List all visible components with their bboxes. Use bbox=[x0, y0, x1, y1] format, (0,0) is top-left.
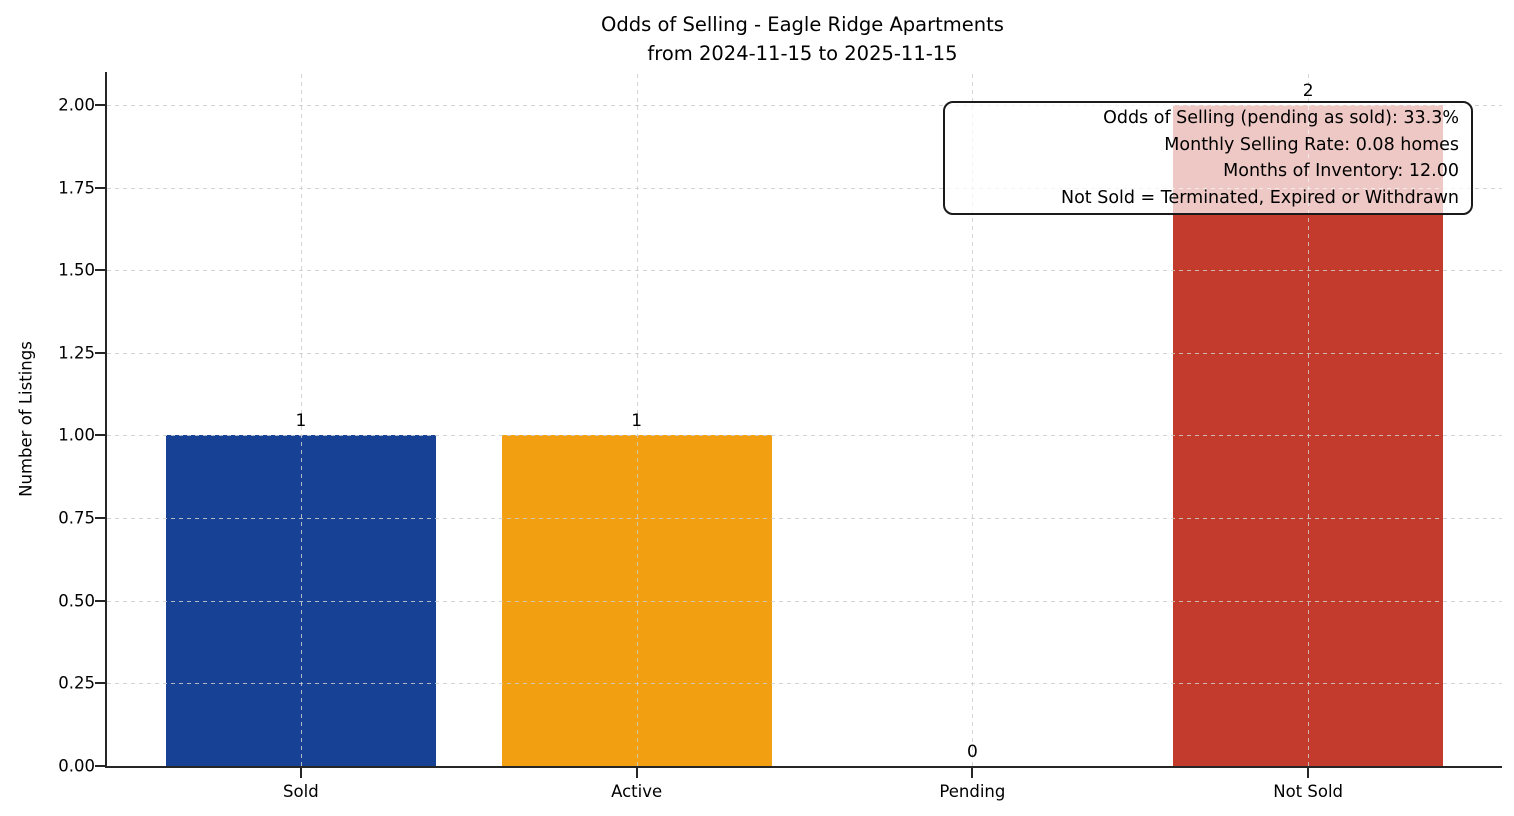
y-tick-mark bbox=[95, 352, 105, 354]
y-tick-mark bbox=[95, 434, 105, 436]
chart-title-block: Odds of Selling - Eagle Ridge Apartments… bbox=[105, 10, 1500, 68]
y-tick-label: 2.00 bbox=[58, 95, 95, 115]
y-axis-label: Number of Listings bbox=[16, 341, 36, 497]
plot-area: 0.00 0.25 0.50 0.75 1.00 1.25 1.50 1.75 2.00 1 Sol… bbox=[58, 72, 1502, 801]
y-tick-mark bbox=[95, 600, 105, 602]
x-tick-label-pending: Pending bbox=[939, 782, 1006, 801]
bar-value-label-not-sold: 2 bbox=[1302, 81, 1314, 101]
bar-value-label-active: 1 bbox=[631, 411, 643, 431]
gridline-horizontal bbox=[107, 518, 1502, 519]
y-tick-mark bbox=[95, 682, 105, 684]
annotation-line-inventory: Months of Inventory: 12.00 bbox=[1223, 161, 1459, 181]
annotation-line-monthly-rate: Monthly Selling Rate: 0.08 homes bbox=[1164, 134, 1459, 155]
chart-title: Odds of Selling - Eagle Ridge Apartments bbox=[601, 13, 1004, 36]
gridline-vertical bbox=[1308, 72, 1310, 766]
x-tick-label-not-sold: Not Sold bbox=[1273, 782, 1344, 801]
y-tick-label: 1.50 bbox=[58, 260, 95, 280]
chart-subtitle: from 2024-11-15 to 2025-11-15 bbox=[647, 42, 958, 65]
y-tick-label: 1.75 bbox=[58, 178, 95, 198]
y-tick-label: 0.50 bbox=[58, 591, 95, 611]
gridline-vertical bbox=[636, 72, 638, 766]
y-tick-mark bbox=[95, 517, 105, 519]
y-tick-mark bbox=[95, 765, 105, 767]
y-tick-label: 0.75 bbox=[58, 508, 95, 528]
y-tick-label: 0.25 bbox=[58, 673, 95, 693]
gridline-horizontal bbox=[107, 683, 1502, 684]
gridline-horizontal bbox=[107, 105, 1502, 106]
y-tick-label: 1.00 bbox=[58, 425, 95, 445]
x-tick-label-active: Active bbox=[611, 782, 663, 801]
x-tick-mark bbox=[635, 768, 638, 778]
gridline-vertical bbox=[972, 72, 974, 766]
annotation-line-not-sold-note: Not Sold = Terminated, Expired or Withdr… bbox=[1060, 187, 1459, 208]
y-tick-label: 0.00 bbox=[58, 756, 95, 776]
bar-value-label-pending: 0 bbox=[966, 742, 978, 762]
y-tick-mark bbox=[95, 269, 105, 271]
x-tick-mark bbox=[1307, 768, 1310, 778]
gridline-horizontal bbox=[107, 601, 1502, 602]
annotation-line-odds: Odds of Selling (pending as sold): 33.3% bbox=[1103, 108, 1459, 128]
annotation-box: Odds of Selling (pending as sold): 33.3%… bbox=[943, 101, 1473, 215]
gridline-horizontal bbox=[107, 353, 1502, 354]
x-tick-mark bbox=[299, 768, 302, 778]
gridline-horizontal bbox=[107, 188, 1502, 189]
gridline-horizontal bbox=[107, 435, 1502, 436]
y-tick-mark bbox=[95, 104, 105, 106]
y-tick-mark bbox=[95, 187, 105, 189]
y-tick-label: 1.25 bbox=[58, 343, 95, 363]
x-tick-label-sold: Sold bbox=[283, 782, 319, 801]
gridline-horizontal bbox=[107, 270, 1502, 271]
bar-value-label-sold: 1 bbox=[295, 411, 307, 431]
x-tick-mark bbox=[971, 768, 974, 778]
gridline-vertical bbox=[300, 72, 302, 766]
